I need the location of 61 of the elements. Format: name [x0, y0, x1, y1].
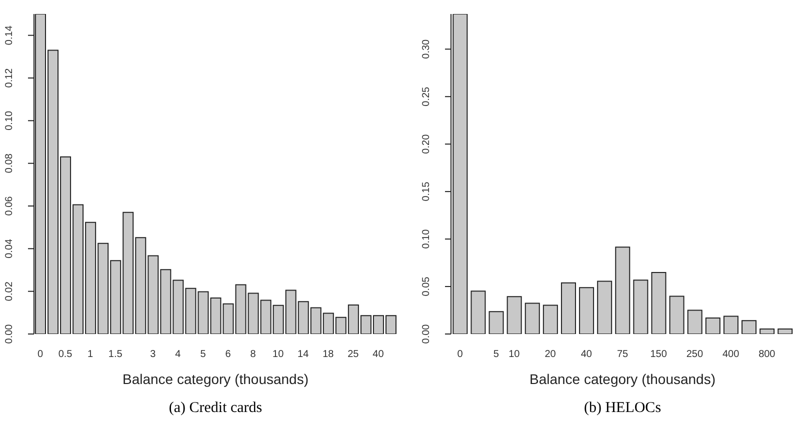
x-tick-label: 10 — [272, 349, 284, 360]
bar — [470, 290, 486, 334]
y-tick-label: 0.15 — [421, 181, 432, 202]
bar — [579, 287, 594, 334]
bar — [560, 282, 576, 334]
x-tick-label: 3 — [150, 349, 156, 360]
bar — [687, 310, 702, 334]
x-tick-label: 1 — [88, 349, 94, 360]
x-tick-label: 400 — [722, 349, 740, 360]
text: (a) Credit cards — [168, 400, 264, 417]
x-tick-label: 0.5 — [58, 349, 73, 360]
x-tick-label: 5 — [493, 349, 500, 360]
bar — [633, 280, 648, 334]
bar — [760, 328, 775, 334]
bar — [506, 296, 522, 334]
bar — [615, 246, 630, 334]
y-tick-label: 0.25 — [421, 86, 432, 106]
x-tick-label: 0 — [37, 349, 44, 360]
x-tick-label: 8 — [250, 349, 256, 360]
bar — [742, 320, 757, 334]
x-tick-label: 40 — [580, 349, 592, 360]
y-tick-label: 0.00 — [421, 324, 432, 344]
x-tick-label: 18 — [322, 349, 334, 360]
x-tick-label: 800 — [758, 349, 776, 360]
y-tick-label: 0.14 — [4, 25, 15, 46]
x-tick-label: 14 — [298, 349, 310, 360]
bar — [669, 296, 684, 334]
y-tick-label: 0.30 — [421, 38, 432, 59]
y-tick-label: 0.12 — [4, 68, 15, 88]
x-tick-label: 1.5 — [108, 349, 123, 360]
bar — [524, 302, 540, 334]
y-tick-label: 0.02 — [4, 281, 15, 302]
y-tick-label: 0.10 — [4, 110, 15, 130]
bar — [488, 311, 504, 334]
y-tick-label: 0.04 — [4, 238, 15, 258]
x-tick-label: 75 — [616, 349, 628, 360]
text: (b) HELOCs — [582, 400, 662, 417]
x-tick-label: 25 — [348, 349, 360, 360]
bar — [597, 280, 612, 334]
bar — [705, 317, 720, 334]
x-axis-title: Balance category (thousands) — [530, 371, 716, 387]
x-tick-label: 250 — [686, 349, 704, 360]
y-tick-label: 0.05 — [421, 276, 432, 296]
x-tick-label: 150 — [650, 349, 668, 360]
x-tick-label: 20 — [544, 349, 556, 360]
x-tick-label: 4 — [175, 349, 182, 360]
bar — [723, 316, 738, 334]
y-tick-label: 0.06 — [4, 196, 15, 216]
y-tick-label: 0.10 — [421, 228, 432, 249]
x-tick-label: 0 — [457, 349, 464, 360]
bar — [542, 304, 558, 334]
y-tick-label: 0.20 — [421, 134, 432, 154]
y-tick-label: 0.08 — [4, 153, 15, 174]
x-tick-label: 5 — [200, 349, 206, 360]
x-tick-label: 40 — [372, 349, 384, 360]
x-axis-title: Balance category (thousands) — [122, 371, 308, 387]
x-tick-label: 10 — [508, 349, 520, 360]
bar — [778, 328, 793, 334]
x-tick-label: 6 — [225, 349, 232, 360]
bar — [651, 272, 666, 334]
y-tick-label: 0.00 — [4, 324, 15, 344]
